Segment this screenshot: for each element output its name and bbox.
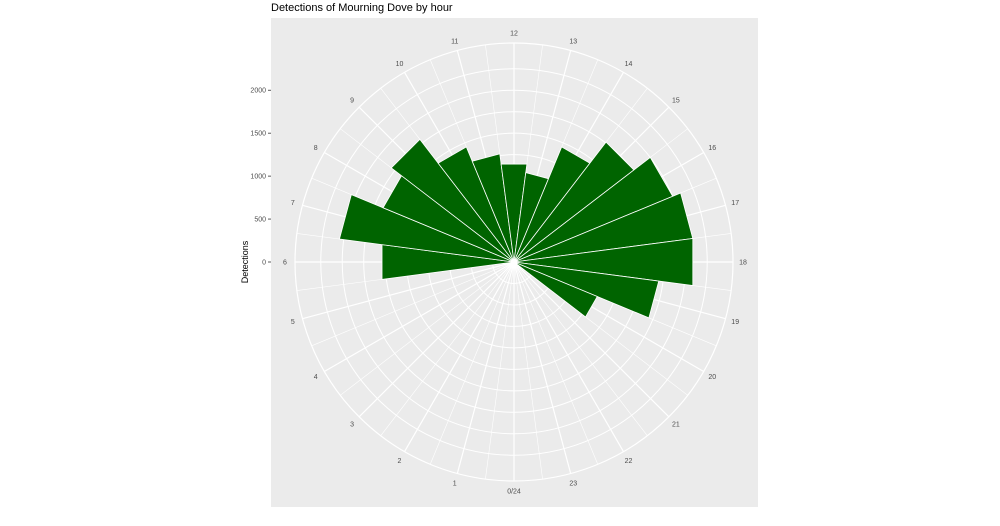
hour-label-4: 4 — [314, 374, 318, 381]
grid-spoke-minor — [340, 261, 515, 396]
grid-layer — [294, 42, 734, 482]
hour-label-10: 10 — [396, 61, 404, 68]
y-tick-label: 1000 — [250, 174, 266, 181]
grid-spoke-minor — [513, 261, 599, 465]
hour-label-2: 2 — [398, 458, 402, 465]
y-tick-label: 500 — [254, 217, 266, 224]
hour-label-14: 14 — [625, 61, 633, 68]
hour-label-16: 16 — [708, 145, 716, 152]
hour-label-6: 6 — [283, 260, 287, 267]
y-tick-label: 0 — [262, 260, 266, 267]
grid-spoke-major — [403, 261, 515, 452]
bar-hour-20 — [513, 261, 598, 318]
hour-label-21: 21 — [672, 421, 680, 428]
hour-label-13: 13 — [569, 38, 577, 45]
grid-spoke-minor — [429, 261, 515, 465]
hour-label-11: 11 — [451, 38, 458, 45]
label-layer: 0/24123456789101112131415161718192021222… — [283, 31, 747, 496]
hour-label-7: 7 — [291, 200, 295, 207]
chart-title: Detections of Mourning Dove by hour — [271, 2, 453, 14]
grid-spoke-major — [324, 261, 515, 373]
hour-label-0/24: 0/24 — [507, 489, 521, 496]
y-tick-label: 1500 — [250, 131, 266, 138]
hour-label-22: 22 — [625, 458, 633, 465]
hour-label-15: 15 — [672, 98, 680, 105]
bar-layer — [338, 138, 694, 319]
grid-spoke-major — [513, 261, 625, 452]
hour-label-1: 1 — [453, 481, 457, 488]
hour-label-23: 23 — [569, 481, 577, 488]
grid-spoke-major — [513, 261, 670, 418]
hour-label-9: 9 — [350, 98, 354, 105]
grid-spoke-minor — [380, 261, 515, 436]
grid-spoke-major — [513, 261, 572, 474]
hour-label-17: 17 — [731, 200, 739, 207]
grid-spoke-minor — [485, 261, 515, 480]
hour-label-3: 3 — [350, 421, 354, 428]
hour-label-8: 8 — [314, 145, 318, 152]
axis-layer: Detections 0 500 1000 1500 2000 — [240, 88, 271, 283]
grid-spoke-major — [456, 261, 515, 474]
hour-label-12: 12 — [510, 31, 518, 38]
grid-spoke-major — [358, 261, 515, 418]
hour-label-19: 19 — [731, 319, 739, 326]
y-axis-label: Detections — [240, 240, 250, 283]
grid-spoke-major — [302, 261, 515, 320]
hour-label-20: 20 — [708, 374, 716, 381]
y-tick-label: 2000 — [250, 88, 266, 95]
grid-spoke-minor — [513, 261, 648, 436]
hour-label-5: 5 — [291, 319, 295, 326]
grid-spoke-minor — [513, 261, 543, 480]
hour-label-18: 18 — [739, 260, 747, 267]
grid-spoke-minor — [311, 261, 515, 347]
